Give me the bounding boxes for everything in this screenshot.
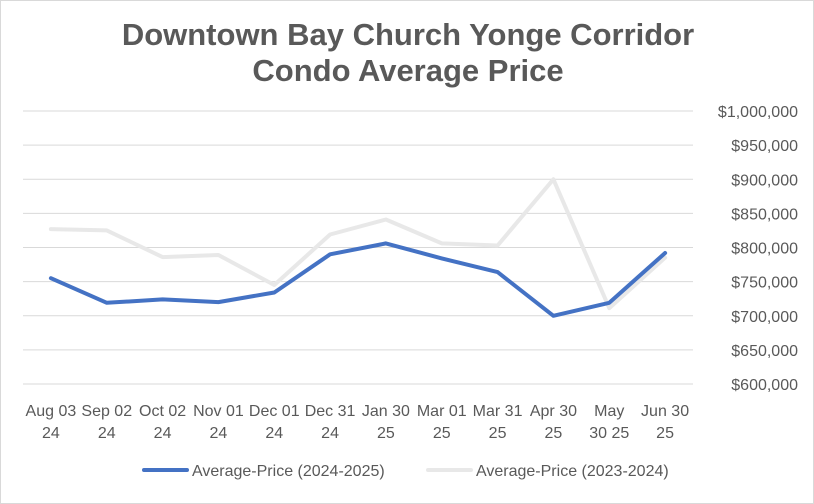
legend-label: Average-Price (2023-2024) — [476, 463, 669, 480]
x-tick-label: Aug 03 24 — [26, 403, 77, 442]
x-tick-label: Mar 31 25 — [473, 403, 523, 442]
x-tick-label-line-2: 24 — [265, 425, 283, 442]
y-tick-label: $1,000,000 — [718, 104, 798, 121]
chart-title-line-2: Condo Average Price — [252, 53, 563, 88]
x-tick-label-line-2: 24 — [42, 425, 60, 442]
x-tick-label: Nov 01 24 — [193, 403, 244, 442]
y-tick-label: $950,000 — [731, 138, 798, 155]
x-tick-label-line-2: 24 — [321, 425, 339, 442]
x-tick-label-line-1: Mar 01 — [417, 403, 467, 420]
x-tick-label-line-1: Oct 02 — [139, 403, 186, 420]
x-tick-label-line-1: Dec 01 — [249, 403, 300, 420]
x-tick-label-line-1: May — [594, 403, 624, 420]
x-tick-label-line-1: Dec 31 — [305, 403, 356, 420]
series-lines — [48, 177, 668, 318]
y-tick-label: $850,000 — [731, 206, 798, 223]
x-tick-label: Sep 02 24 — [81, 403, 132, 442]
x-tick-label-line-2: 25 — [377, 425, 395, 442]
x-tick-label: Apr 30 25 — [530, 403, 577, 442]
y-tick-label: $750,000 — [731, 275, 798, 292]
y-tick-label: $900,000 — [731, 172, 798, 189]
x-tick-label-line-1: Nov 01 — [193, 403, 244, 420]
x-tick-label: Jun 30 25 — [641, 403, 689, 442]
x-tick-label-line-2: 25 — [433, 425, 451, 442]
x-tick-label-line-2: 24 — [98, 425, 116, 442]
x-tick-label-line-2: 24 — [210, 425, 228, 442]
chart-title-line-1: Downtown Bay Church Yonge Corridor — [122, 17, 694, 52]
y-tick-label: $700,000 — [731, 309, 798, 326]
x-tick-label-line-2: 25 — [545, 425, 563, 442]
x-tick-label: Mar 01 25 — [417, 403, 467, 442]
x-tick-label-line-1: Aug 03 — [26, 403, 77, 420]
x-tick-label-line-2: 25 — [489, 425, 507, 442]
series-line-1 — [48, 177, 668, 311]
x-tick-label: Jan 30 25 — [362, 403, 410, 442]
y-axis-ticks: $1,000,000 $950,000 $900,000 $850,000 $800,0… — [718, 104, 798, 394]
x-tick-label: Oct 02 24 — [139, 403, 186, 442]
x-tick-label-line-1: Apr 30 — [530, 403, 577, 420]
x-tick-label-line-1: Sep 02 — [81, 403, 132, 420]
y-tick-label: $600,000 — [731, 377, 798, 394]
x-tick-label-line-1: Jun 30 — [641, 403, 689, 420]
x-tick-label-line-1: Mar 31 — [473, 403, 523, 420]
y-tick-label: $800,000 — [731, 241, 798, 258]
legend-label: Average-Price (2024-2025) — [192, 463, 385, 480]
y-tick-label: $650,000 — [731, 343, 798, 360]
x-tick-label-line-2: 24 — [154, 425, 172, 442]
x-tick-label: Dec 31 24 — [305, 403, 356, 442]
x-axis-ticks: Aug 03 24 Sep 02 24 Oct 02 24 Nov 01 24 Dec 01 24… — [26, 403, 690, 442]
legend: Average-Price (2024-2025) Average-Price (… — [142, 463, 669, 480]
x-tick-label-line-1: Jan 30 — [362, 403, 410, 420]
x-tick-label: Dec 01 24 — [249, 403, 300, 442]
x-tick-label-line-2: 25 — [656, 425, 674, 442]
series-line-0 — [48, 241, 668, 318]
x-tick-label: May 30 25 — [589, 403, 629, 442]
x-tick-label-line-2: 30 25 — [589, 425, 629, 442]
